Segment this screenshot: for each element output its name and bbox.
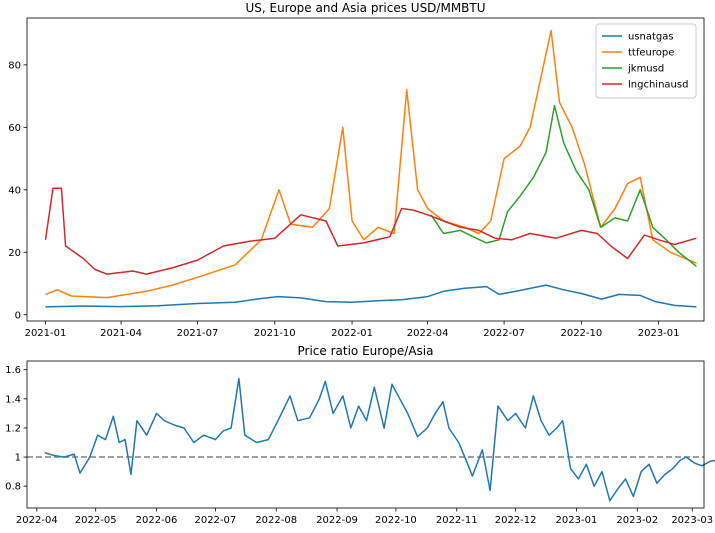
series-line-series-1: [44, 377, 715, 502]
chart-title: Price ratio Europe/Asia: [298, 344, 434, 358]
legend-box: [595, 23, 697, 99]
x-tick-label: 2022-04: [16, 515, 58, 526]
x-tick-label: 2022-07: [194, 515, 236, 526]
x-tick-label: 2021-07: [177, 328, 219, 339]
series-line-usnatgas: [45, 284, 697, 308]
x-tick-label: 2022-12: [495, 515, 537, 526]
chart-panel-2: Price ratio Europe/Asia 2022-04 2022-05 202…: [5, 344, 715, 526]
chart-panel-1: US, Europe and Asia prices USD/MMBTU 2021…: [8, 1, 705, 339]
x-tick-label: 2022-08: [255, 515, 297, 526]
x-tick-label: 2021-10: [254, 328, 296, 339]
legend-label-usnatgas: usnatgas: [628, 32, 674, 43]
y-tick-label: 0: [15, 310, 21, 321]
x-tick-label: 2022-10: [560, 328, 602, 339]
x-tick-label: 2022-07: [483, 328, 525, 339]
chart-title: US, Europe and Asia prices USD/MMBTU: [245, 1, 485, 15]
y-tick-label: 1.6: [5, 365, 21, 376]
x-tick-label: 2023-03: [671, 515, 713, 526]
y-tick-label: 0.8: [5, 482, 21, 493]
x-tick-label: 2022-04: [407, 328, 449, 339]
series-line-ttfeurope: [45, 29, 697, 299]
y-tick-label: 1: [15, 453, 21, 464]
y-tick-label: 20: [8, 248, 21, 259]
x-tick-label: 2022-06: [136, 515, 178, 526]
x-tick-label: 2022-01: [331, 328, 373, 339]
x-tick-label: 2023-01: [638, 328, 680, 339]
y-tick-label: 80: [8, 60, 21, 71]
plot-frame: [26, 360, 705, 509]
x-tick-label: 2023-02: [616, 515, 658, 526]
y-tick-label: 40: [8, 185, 21, 196]
legend-label-lngchinausd: lngchinausd: [628, 80, 688, 91]
x-tick-label: 2021-01: [25, 328, 67, 339]
legend-label-jkmusd: jkmusd: [627, 64, 664, 75]
x-tick-label: 2021-04: [100, 328, 142, 339]
x-tick-label: 2023-01: [556, 515, 598, 526]
x-tick-label: 2022-05: [75, 515, 117, 526]
series-line-lngchinausd: [44, 187, 697, 275]
y-tick-label: 60: [8, 123, 21, 134]
y-tick-label: 1.2: [5, 423, 21, 434]
legend-label-ttfeurope: ttfeurope: [628, 48, 674, 59]
x-tick-label: 2022-09: [316, 515, 358, 526]
x-tick-label: 2022-10: [375, 515, 417, 526]
legend: usnatgas ttfeurope jkmusd lngchinausd: [595, 23, 697, 99]
plot-frame: [26, 17, 705, 322]
x-tick-label: 2022-11: [436, 515, 478, 526]
y-tick-label: 1.4: [5, 394, 21, 405]
series-line-jkmusd: [430, 104, 697, 267]
